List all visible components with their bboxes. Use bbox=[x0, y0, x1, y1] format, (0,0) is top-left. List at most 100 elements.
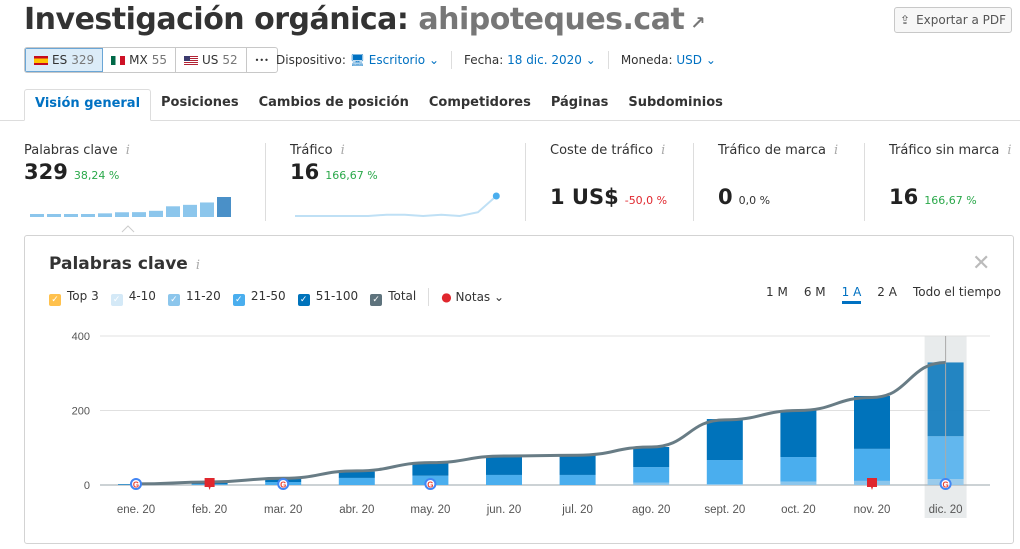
metric-value: 1 US$ bbox=[550, 185, 619, 209]
metric-keywords[interactable]: Palabras clave i 329 38,24 % bbox=[24, 143, 130, 184]
x-tick-label: mar. 20 bbox=[264, 504, 302, 516]
metric-traffic[interactable]: Tráfico i 16 166,67 % bbox=[290, 143, 378, 184]
x-tick-label: nov. 20 bbox=[854, 504, 891, 516]
info-icon[interactable]: i bbox=[1007, 143, 1012, 158]
db-es[interactable]: ES 329 bbox=[25, 48, 104, 72]
bar-21-50 bbox=[338, 477, 375, 485]
pointer-caret bbox=[121, 225, 135, 233]
sparkline-bar bbox=[30, 214, 44, 217]
bar-11-20 bbox=[633, 482, 670, 485]
info-icon[interactable]: i bbox=[340, 143, 345, 158]
sparkline-bar bbox=[98, 213, 112, 217]
x-tick-label: jul. 20 bbox=[561, 504, 593, 516]
legend-11-20[interactable]: ✓ 11-20 bbox=[167, 289, 221, 306]
tab-cambios-de-posicion[interactable]: Cambios de posición bbox=[258, 95, 409, 110]
info-icon[interactable]: i bbox=[661, 143, 666, 158]
db-us[interactable]: US 52 bbox=[176, 48, 247, 72]
bar-21-50 bbox=[780, 457, 817, 482]
legend-total[interactable]: ✓ Total bbox=[370, 289, 416, 306]
x-tick-label: ene. 20 bbox=[117, 504, 155, 516]
db-code: MX bbox=[129, 53, 148, 67]
metric-value: 329 bbox=[24, 160, 68, 184]
metric-traffic-cost[interactable]: Coste de tráfico i 1 US$ -50,0 % bbox=[550, 143, 667, 209]
chart-title: Palabras clave i bbox=[49, 254, 200, 274]
domain-link[interactable]: ahipoteques.cat bbox=[418, 2, 685, 37]
info-icon[interactable]: i bbox=[833, 143, 839, 158]
us-flag-icon bbox=[183, 55, 198, 65]
tab-vision-general[interactable]: Visión general bbox=[24, 89, 152, 121]
tab-competidores[interactable]: Competidores bbox=[428, 95, 531, 110]
chevron-down-icon: ⌄ bbox=[585, 53, 596, 67]
period-1m[interactable]: 1 M bbox=[766, 285, 788, 299]
y-tick-label: 200 bbox=[72, 406, 90, 418]
tab-subdominios[interactable]: Subdominios bbox=[628, 95, 723, 110]
close-icon[interactable]: ✕ bbox=[972, 251, 991, 276]
keywords-chart-card bbox=[24, 235, 1014, 544]
db-count: 55 bbox=[151, 53, 167, 67]
sparkline-bar bbox=[183, 204, 197, 217]
chevron-down-icon: ⌄ bbox=[705, 53, 716, 67]
y-tick-label: 400 bbox=[72, 331, 90, 343]
bar-51-100 bbox=[338, 471, 375, 478]
google-update-icon bbox=[424, 478, 437, 490]
tab-paginas[interactable]: Páginas bbox=[550, 95, 609, 110]
period-6m[interactable]: 6 M bbox=[803, 285, 826, 299]
legend-4-10[interactable]: ✓ 4-10 bbox=[110, 289, 156, 306]
filters-bar: Dispositivo: 🖥 Escritorio ⌄ Fecha: 18 di… bbox=[276, 51, 716, 69]
tab-posiciones[interactable]: Posiciones bbox=[161, 95, 239, 110]
more-icon: ••• bbox=[254, 55, 269, 65]
period-2a[interactable]: 2 A bbox=[877, 285, 897, 299]
metric-change: 0,0 % bbox=[738, 194, 771, 207]
external-link-icon[interactable]: ↗ bbox=[690, 13, 705, 34]
chevron-down-icon: ⌄ bbox=[494, 290, 505, 304]
db-mx[interactable]: MX 55 bbox=[103, 48, 176, 72]
chart-legend: ✓ Top 3 ✓ 4-10 ✓ 11-20 ✓ 21-50 ✓ 51-100 ✓ Tota… bbox=[49, 288, 504, 306]
x-tick-label: dic. 20 bbox=[929, 504, 963, 516]
period-all[interactable]: Todo el tiempo bbox=[912, 285, 1001, 299]
metric-nonbrand-traffic[interactable]: Tráfico sin marca i 16 166,67 % bbox=[889, 143, 1012, 209]
upload-icon: ⇪ bbox=[900, 13, 911, 27]
checkbox-icon: ✓ bbox=[110, 293, 123, 306]
period-1a[interactable]: 1 A bbox=[841, 285, 862, 304]
metric-change: 166,67 % bbox=[325, 169, 378, 182]
spain-flag-icon bbox=[34, 55, 48, 65]
sparkline-bar bbox=[200, 202, 214, 217]
google-icon-letter: G bbox=[427, 481, 433, 490]
metric-value: 0 bbox=[718, 185, 733, 209]
legend-top3[interactable]: ✓ Top 3 bbox=[49, 289, 99, 306]
bar-11-20 bbox=[780, 481, 817, 485]
sparkline-bar bbox=[149, 210, 163, 217]
date-dropdown[interactable]: 18 dic. 2020 ⌄ bbox=[507, 53, 596, 67]
sparkline-bar bbox=[217, 197, 231, 217]
x-tick-label: abr. 20 bbox=[339, 504, 374, 516]
bar-11-20 bbox=[706, 484, 743, 485]
metric-change: -50,0 % bbox=[624, 194, 668, 207]
info-icon[interactable]: i bbox=[125, 143, 130, 158]
info-icon[interactable]: i bbox=[195, 258, 200, 273]
notes-dropdown[interactable]: ● Notas ⌄ bbox=[441, 290, 505, 304]
export-pdf-button[interactable]: ⇪ Exportar a PDF bbox=[894, 7, 1012, 33]
currency-label: Moneda: bbox=[620, 53, 673, 67]
note-icon: ● bbox=[441, 290, 452, 304]
period-selector: 1 M 6 M 1 A 2 A Todo el tiempo bbox=[766, 285, 1001, 304]
sparkline-bar bbox=[166, 206, 180, 217]
checkbox-icon: ✓ bbox=[167, 293, 180, 306]
checkbox-icon: ✓ bbox=[370, 293, 383, 306]
more-databases-button[interactable]: ••• bbox=[247, 48, 277, 72]
checkbox-icon: ✓ bbox=[49, 293, 61, 306]
currency-dropdown[interactable]: USD ⌄ bbox=[676, 53, 716, 67]
x-tick-label: oct. 20 bbox=[781, 504, 816, 516]
x-tick-label: sept. 20 bbox=[704, 504, 745, 516]
metric-label: Palabras clave bbox=[24, 143, 118, 158]
legend-51-100[interactable]: ✓ 51-100 bbox=[297, 289, 358, 306]
bar-21-50 bbox=[854, 448, 890, 481]
legend-21-50[interactable]: ✓ 21-50 bbox=[232, 289, 286, 306]
checkbox-icon: ✓ bbox=[232, 293, 245, 306]
desktop-icon: 🖥 bbox=[349, 53, 365, 67]
device-dropdown[interactable]: 🖥 Escritorio ⌄ bbox=[350, 53, 439, 67]
bar-51-100 bbox=[780, 410, 817, 458]
db-code: ES bbox=[52, 53, 68, 67]
metric-brand-traffic[interactable]: Tráfico de marca i 0 0,0 % bbox=[718, 143, 838, 209]
bar-21-50 bbox=[706, 460, 743, 485]
